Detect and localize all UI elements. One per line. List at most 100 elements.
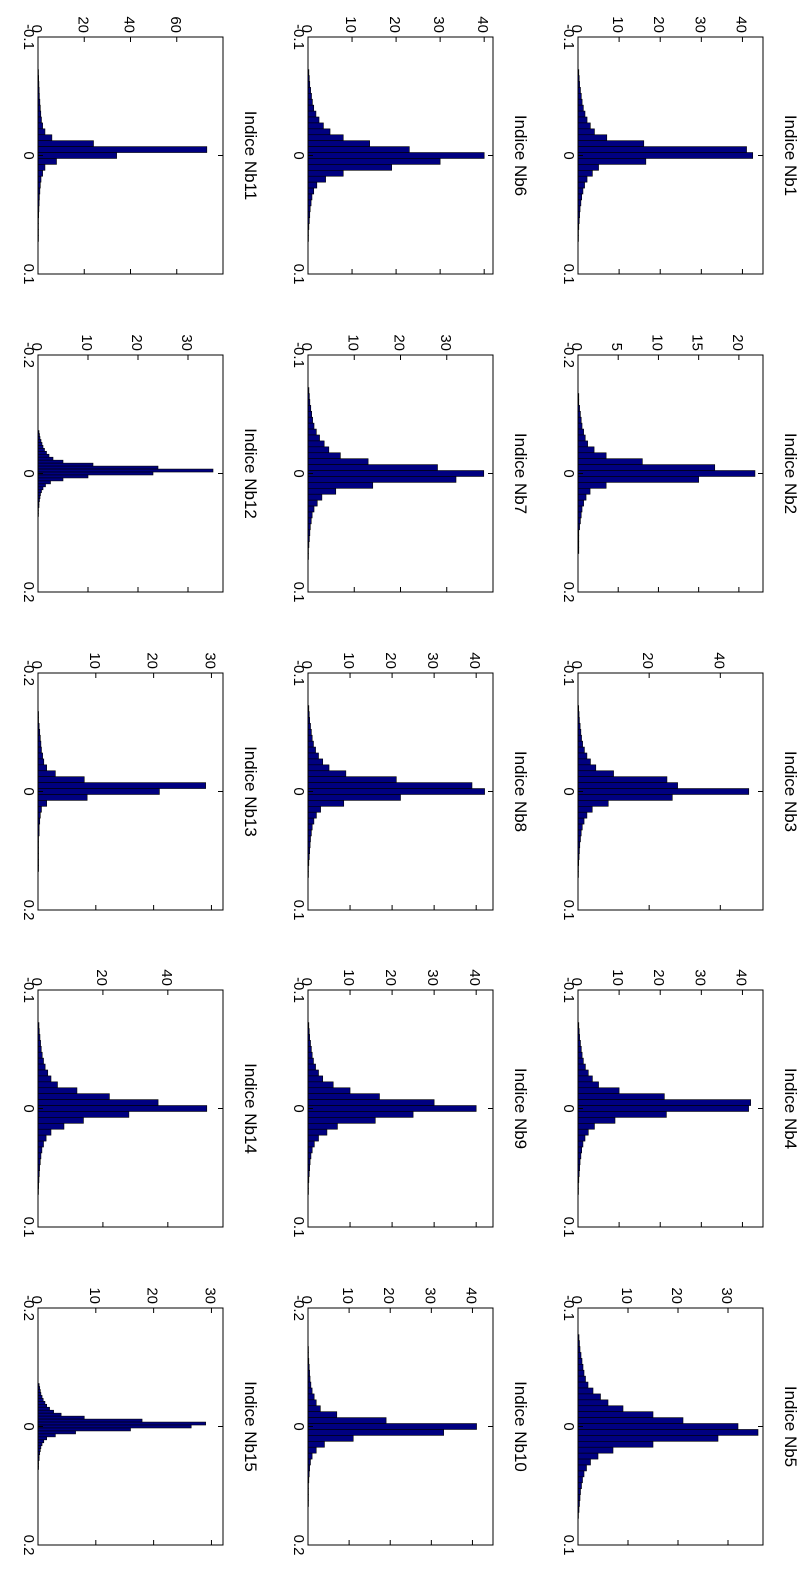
histogram-bar [37, 1057, 44, 1065]
histogram-bar [307, 1045, 312, 1053]
histogram-bar [307, 752, 319, 760]
y-tick-label: 40 [710, 652, 727, 669]
histogram-bar [37, 468, 214, 473]
histogram-bar [577, 1429, 759, 1436]
x-tick-label: -0.1 [290, 342, 307, 368]
panel-title: Indice Nb7 [511, 433, 530, 514]
histogram-bar [307, 1069, 319, 1077]
histogram-bar [307, 104, 315, 112]
x-tick-label: -0.1 [290, 24, 307, 50]
histogram-bar [577, 122, 591, 130]
x-tick-label: 0 [560, 151, 577, 159]
histogram-bar [577, 1123, 595, 1130]
x-tick-label: 0 [560, 1422, 577, 1430]
y-tick-label: 20 [386, 16, 403, 33]
histogram-bar [37, 800, 47, 807]
histogram-bar [37, 1128, 52, 1136]
y-tick-label: 10 [342, 16, 359, 33]
histogram-bar [577, 1446, 614, 1454]
y-tick-label: 10 [340, 969, 357, 986]
histogram-bar [307, 134, 344, 141]
histogram-bar [307, 794, 401, 801]
histogram-bar [577, 788, 750, 795]
histogram-bar [577, 488, 591, 495]
histogram-bar [37, 134, 53, 141]
y-tick-label: 20 [382, 652, 399, 669]
histogram-bar [307, 440, 325, 448]
histogram-bar [307, 1093, 380, 1100]
y-tick-label: 10 [648, 334, 665, 351]
histogram-bar [307, 152, 485, 159]
y-tick-label: 0 [298, 661, 315, 669]
histogram-bar [37, 122, 43, 130]
histogram-bar [577, 1441, 654, 1448]
y-tick-label: 10 [609, 16, 626, 33]
histogram-bar [577, 116, 588, 124]
histogram-bar [307, 776, 397, 783]
histogram-bar [307, 110, 317, 118]
histogram-bar [577, 1081, 599, 1089]
histogram-bar [577, 758, 591, 766]
y-tick-label: 30 [424, 969, 441, 986]
x-tick-label: 0 [290, 1104, 307, 1112]
panel-title: Indice Nb2 [781, 433, 800, 514]
histogram-bar [37, 1117, 84, 1124]
histogram-bar [307, 823, 313, 831]
histogram-bar [577, 1075, 593, 1083]
histogram-bar [37, 158, 57, 165]
histogram-bar [37, 486, 44, 491]
histogram-bar [37, 1412, 62, 1417]
y-tick-label: 20 [668, 1287, 685, 1304]
histogram-bar [577, 422, 583, 430]
histogram-bar [307, 499, 318, 507]
histogram-bar [307, 505, 315, 513]
y-tick-label: 5 [608, 343, 625, 351]
x-tick-label: 0.1 [20, 1217, 37, 1238]
histogram-bar [577, 1458, 591, 1466]
histogram-bar [577, 734, 582, 742]
histogram-bar [307, 817, 315, 825]
histogram-bar [577, 782, 678, 789]
histogram-bar [307, 140, 370, 147]
histogram-bar [577, 1435, 719, 1442]
histogram-bar [307, 1452, 313, 1460]
histogram-bar [307, 158, 441, 165]
histogram-bar [577, 811, 588, 819]
histogram-bar [577, 1099, 751, 1106]
histogram-bar [307, 116, 320, 124]
histogram-bar [37, 146, 208, 153]
histogram-bar [577, 1134, 586, 1142]
histogram-bar [307, 800, 345, 807]
panel-title: Indice Nb4 [781, 1068, 800, 1149]
histogram-bar [577, 1417, 684, 1424]
y-tick-label: 30 [437, 334, 454, 351]
histogram-bar [577, 746, 585, 754]
histogram-bar [37, 459, 64, 464]
x-tick-label: 0.1 [20, 264, 37, 285]
histogram-bar [37, 1069, 49, 1077]
histogram-bar [37, 770, 56, 777]
x-tick-label: 0.1 [560, 1535, 577, 1556]
x-tick-label: 0 [560, 1104, 577, 1112]
x-tick-label: 0 [20, 1104, 37, 1112]
histogram-bar [37, 477, 64, 482]
histogram-bar [307, 740, 314, 748]
x-tick-label: -0.2 [20, 1295, 37, 1321]
histogram-bar [307, 1117, 376, 1124]
histogram-bar [307, 482, 374, 489]
histogram-bar [307, 811, 317, 819]
x-tick-label: -0.1 [560, 660, 577, 686]
histogram-bar [577, 464, 716, 471]
histogram-bar [307, 428, 317, 436]
histogram-bar [37, 1395, 43, 1399]
panel-title: Indice Nb6 [511, 115, 530, 196]
histogram-bar [307, 434, 320, 442]
histogram-bar [37, 448, 45, 452]
histogram-bar [577, 770, 614, 777]
histogram-bar [577, 452, 607, 459]
